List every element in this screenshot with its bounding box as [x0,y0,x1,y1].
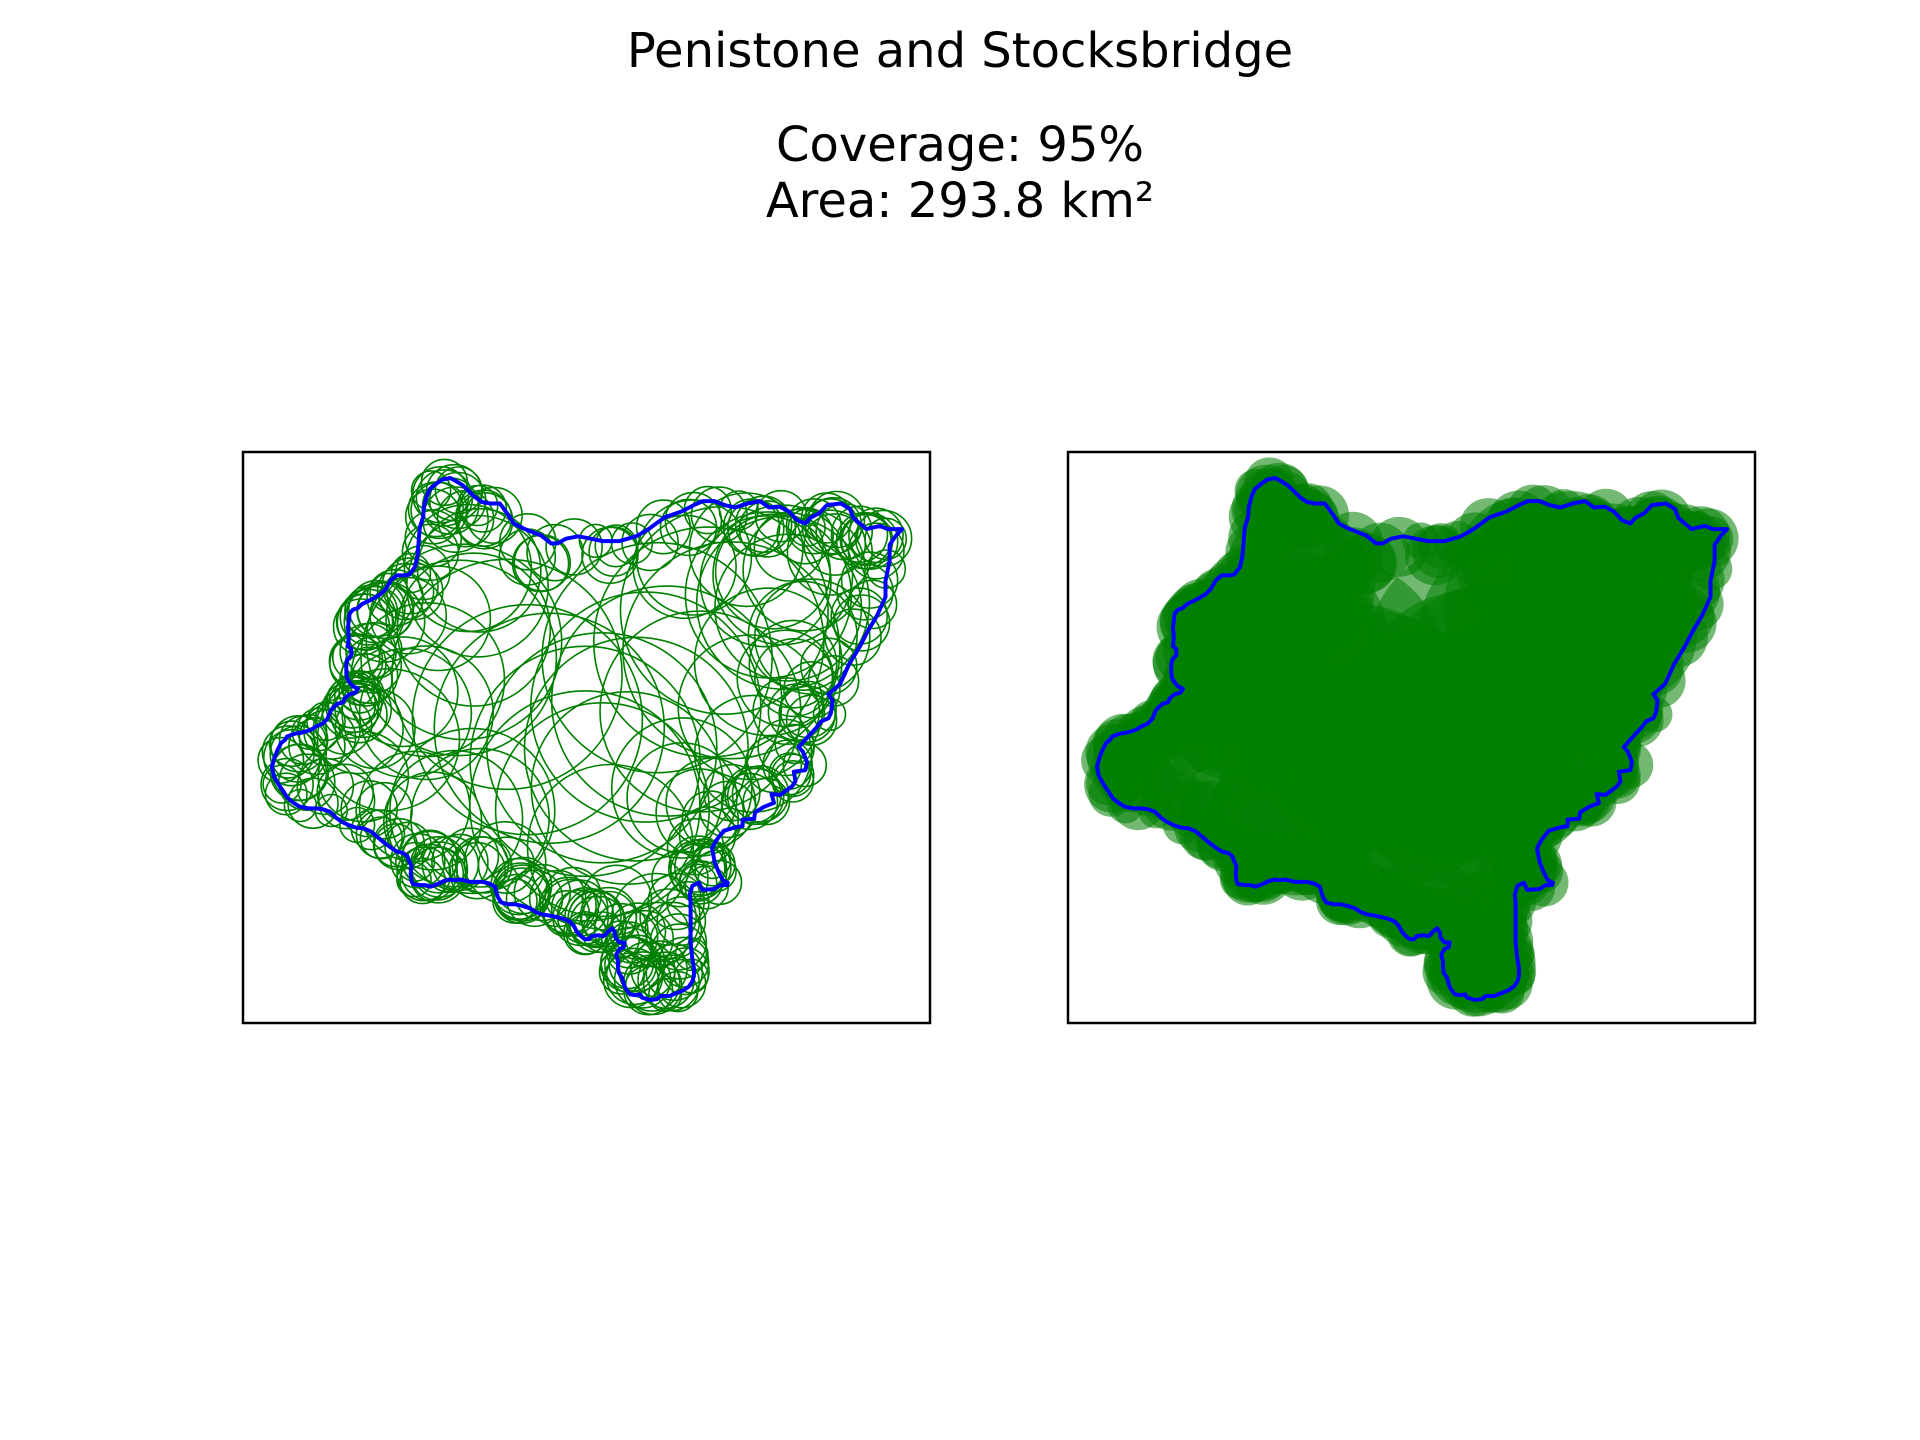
area-label: Area: 293.8 km² [765,173,1155,229]
coverage-circle [365,543,563,741]
coverage-circle [358,645,494,781]
coverage-circle [434,466,483,515]
coverage-circle [390,832,446,889]
coverage-circle [523,636,749,862]
coverage-circle [550,585,783,817]
coverage-circle [347,636,459,748]
coverage-circle-filled [1220,551,1378,709]
coverage-circle [526,523,584,582]
coverage-circle [494,701,711,918]
coverage-circle [360,559,558,757]
coverage-circle [339,588,397,646]
coverage-circle [260,757,314,812]
coverage-circle [622,541,841,760]
coverage-label: Coverage: 95% [775,117,1145,173]
coverage-circle [848,507,904,564]
coverage-circle [694,849,737,893]
coverage-circle [748,619,838,709]
coverage-circle [635,499,753,616]
coverage-circle [396,846,452,902]
coverage-circle [268,720,316,768]
coverage-circle [678,860,724,905]
coverage-circle [545,518,603,576]
coverage-circle [409,747,550,888]
coverage-fill [1081,457,1739,1017]
coverage-circle [396,552,552,707]
coverage-circle [335,592,394,651]
circles-panel [241,450,932,1025]
coverage-circle [714,513,832,630]
coverage-circle [677,634,824,781]
coverage-circle [635,499,692,555]
coverage-circle [786,509,873,596]
constituency-boundary [1095,476,1729,1002]
coverage-circle [391,558,623,791]
figure-title: Penistone and Stocksbridge [626,23,1294,79]
coverage-circle [420,458,469,507]
coverage-circle [469,690,701,922]
coverage-circle [774,723,815,765]
coverage-circle-filled [1520,858,1569,907]
coverage-circle [327,680,377,729]
coverage-circle [726,767,785,826]
coverage-circle [316,667,461,812]
coverage-circle [269,714,328,773]
coverage-circle [639,888,697,946]
coverage-circle [661,947,710,996]
coverage-circle [416,507,542,633]
coverage-circle [411,603,644,836]
coverage-circle [264,772,308,816]
coverage-circle [753,637,834,718]
coverage-circle [610,717,753,859]
coverage-circle [736,629,835,728]
coverage-circle [283,788,318,823]
coverage-circle [714,533,863,682]
coverage-circle [667,839,726,898]
coverage-circle-filled [1447,900,1517,970]
coverage-circle [431,833,489,892]
coverage-circle [262,764,302,804]
coverage-circle [469,645,701,878]
coverage-circle-filled [1537,532,1689,683]
coverage-circle [505,869,564,928]
coverage-circle [649,913,708,971]
coverage-circle [847,579,898,630]
coverage-circle [261,725,316,779]
coverage-circle [355,781,413,840]
coverage-circle [742,508,866,632]
coverage-circle [695,515,871,690]
coverage-circle [669,835,727,893]
coverage-circle [539,876,597,935]
panel-frame [241,450,932,1025]
coverage-circle [340,646,399,705]
coverage-circle [666,817,725,876]
constituency-boundary [270,476,904,1002]
panel-frame [1066,450,1757,1025]
filled-panel [1066,450,1757,1025]
coverage-circle [541,541,773,774]
coverage-circle [599,610,802,813]
coverage-circle [581,526,639,585]
coverage-circle [768,752,812,796]
coverage-circle [257,736,305,784]
coverage-circle [343,580,426,663]
coverage-circles [257,458,913,1016]
coverage-circle [385,565,492,672]
coverage-circle [385,749,524,888]
coverage-circle [684,865,730,910]
